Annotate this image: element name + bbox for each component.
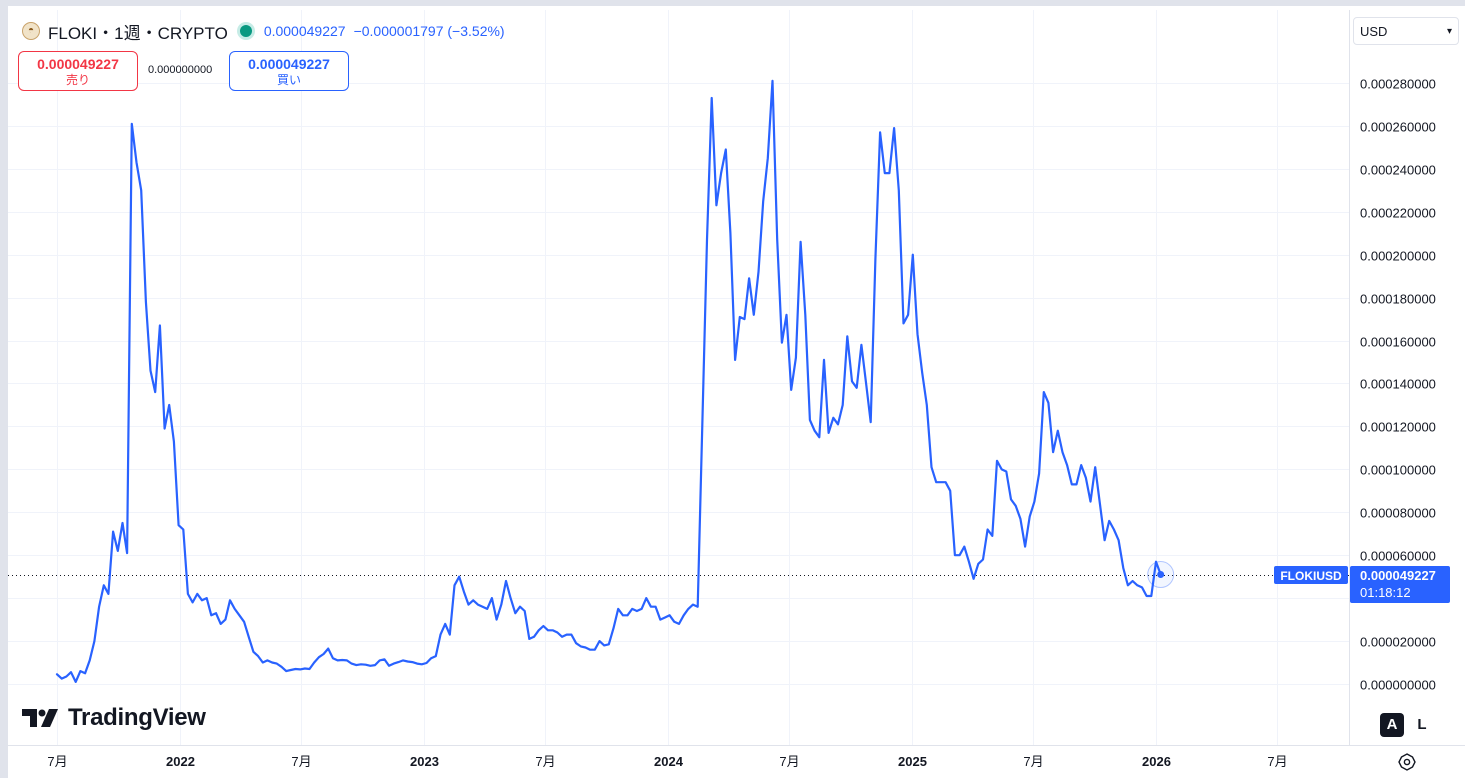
last-price-label: 0.000049227 [1360,568,1436,583]
symbol-tag: FLOKIUSD [1280,569,1342,583]
buy-price: 0.000049227 [248,55,330,72]
x-tick-label: 7月 [1023,754,1043,769]
log-scale-button[interactable]: L [1410,713,1434,737]
buy-label: 買い [276,72,301,87]
y-tick-label: 0.000060000 [1360,549,1436,564]
y-tick-label: 0.000120000 [1360,420,1436,435]
legend-change: −0.000001797 (−3.52%) [353,23,505,39]
chevron-down-icon: ▾ [1446,25,1452,37]
y-tick-label: 0.000260000 [1360,120,1436,135]
countdown-label: 01:18:12 [1360,585,1411,600]
settings-gear-icon[interactable] [1397,752,1417,772]
tradingview-icon [22,709,58,727]
x-tick-label: 2026 [1142,754,1171,769]
x-tick-label: 2025 [898,754,927,769]
spread-value: 0.000000000 [148,64,213,76]
y-tick-label: 0.000020000 [1360,635,1436,650]
y-tick-label: 0.000200000 [1360,249,1436,264]
markers: FLOKIUSD 0.000049227 01:18:12 [1147,561,1450,603]
market-status-icon[interactable] [239,25,252,37]
x-tick-label: 7月 [291,754,311,769]
y-tick-label: 0.000220000 [1360,206,1436,221]
watermark-text: TradingView [68,704,206,731]
y-tick-label: 0.000080000 [1360,506,1436,521]
last-point-dot [1157,571,1165,579]
chart-grid [8,10,1349,745]
x-tick-label: 2022 [166,754,195,769]
y-tick-label: 0.000240000 [1360,163,1436,178]
tradingview-logo: TradingView [22,704,206,732]
auto-scale-button[interactable]: A [1380,713,1404,737]
currency-select[interactable]: USD ▾ [1353,17,1459,45]
y-tick-label: 0.000140000 [1360,377,1436,392]
x-tick-label: 7月 [779,754,799,769]
y-tick-label: 0.000180000 [1360,292,1436,307]
left-border [0,0,8,778]
x-tick-label: 2024 [654,754,684,769]
sell-button[interactable]: 0.000049227 売り [18,51,138,91]
sell-price: 0.000049227 [37,55,119,72]
series-line-flokiusd [55,79,1162,683]
chart-legend: ◓ FLOKI・1週・CRYPTO 0.000049227 −0.0000017… [22,19,505,43]
legend-price: 0.000049227 [263,23,346,39]
sell-label: 売り [65,72,90,87]
time-axis-labels: 7月 2022 7月 2023 7月 2024 7月 2025 7月 2026 7月 [47,754,1287,769]
last-price-label-bg [1350,566,1450,603]
buy-button[interactable]: 0.000049227 買い [229,51,349,91]
symbol-title[interactable]: FLOKI・1週・CRYPTO [48,23,228,43]
x-tick-label: 7月 [535,754,555,769]
currency-value: USD [1360,23,1388,39]
floki-logo-icon: ◓ [22,22,40,40]
series-layer [55,79,1162,683]
y-tick-label: 0.000000000 [1360,678,1436,693]
x-tick-label: 2023 [410,754,439,769]
y-tick-label: 0.000280000 [1360,77,1436,92]
x-tick-label: 7月 [1267,754,1287,769]
x-tick-label: 7月 [47,754,67,769]
y-tick-label: 0.000100000 [1360,463,1436,478]
price-axis-labels: 0.000280000 0.000260000 0.000240000 0.00022… [1360,77,1436,693]
symbol-tag-bg [1274,566,1348,584]
top-border [0,0,1465,6]
y-tick-label: 0.000160000 [1360,335,1436,350]
